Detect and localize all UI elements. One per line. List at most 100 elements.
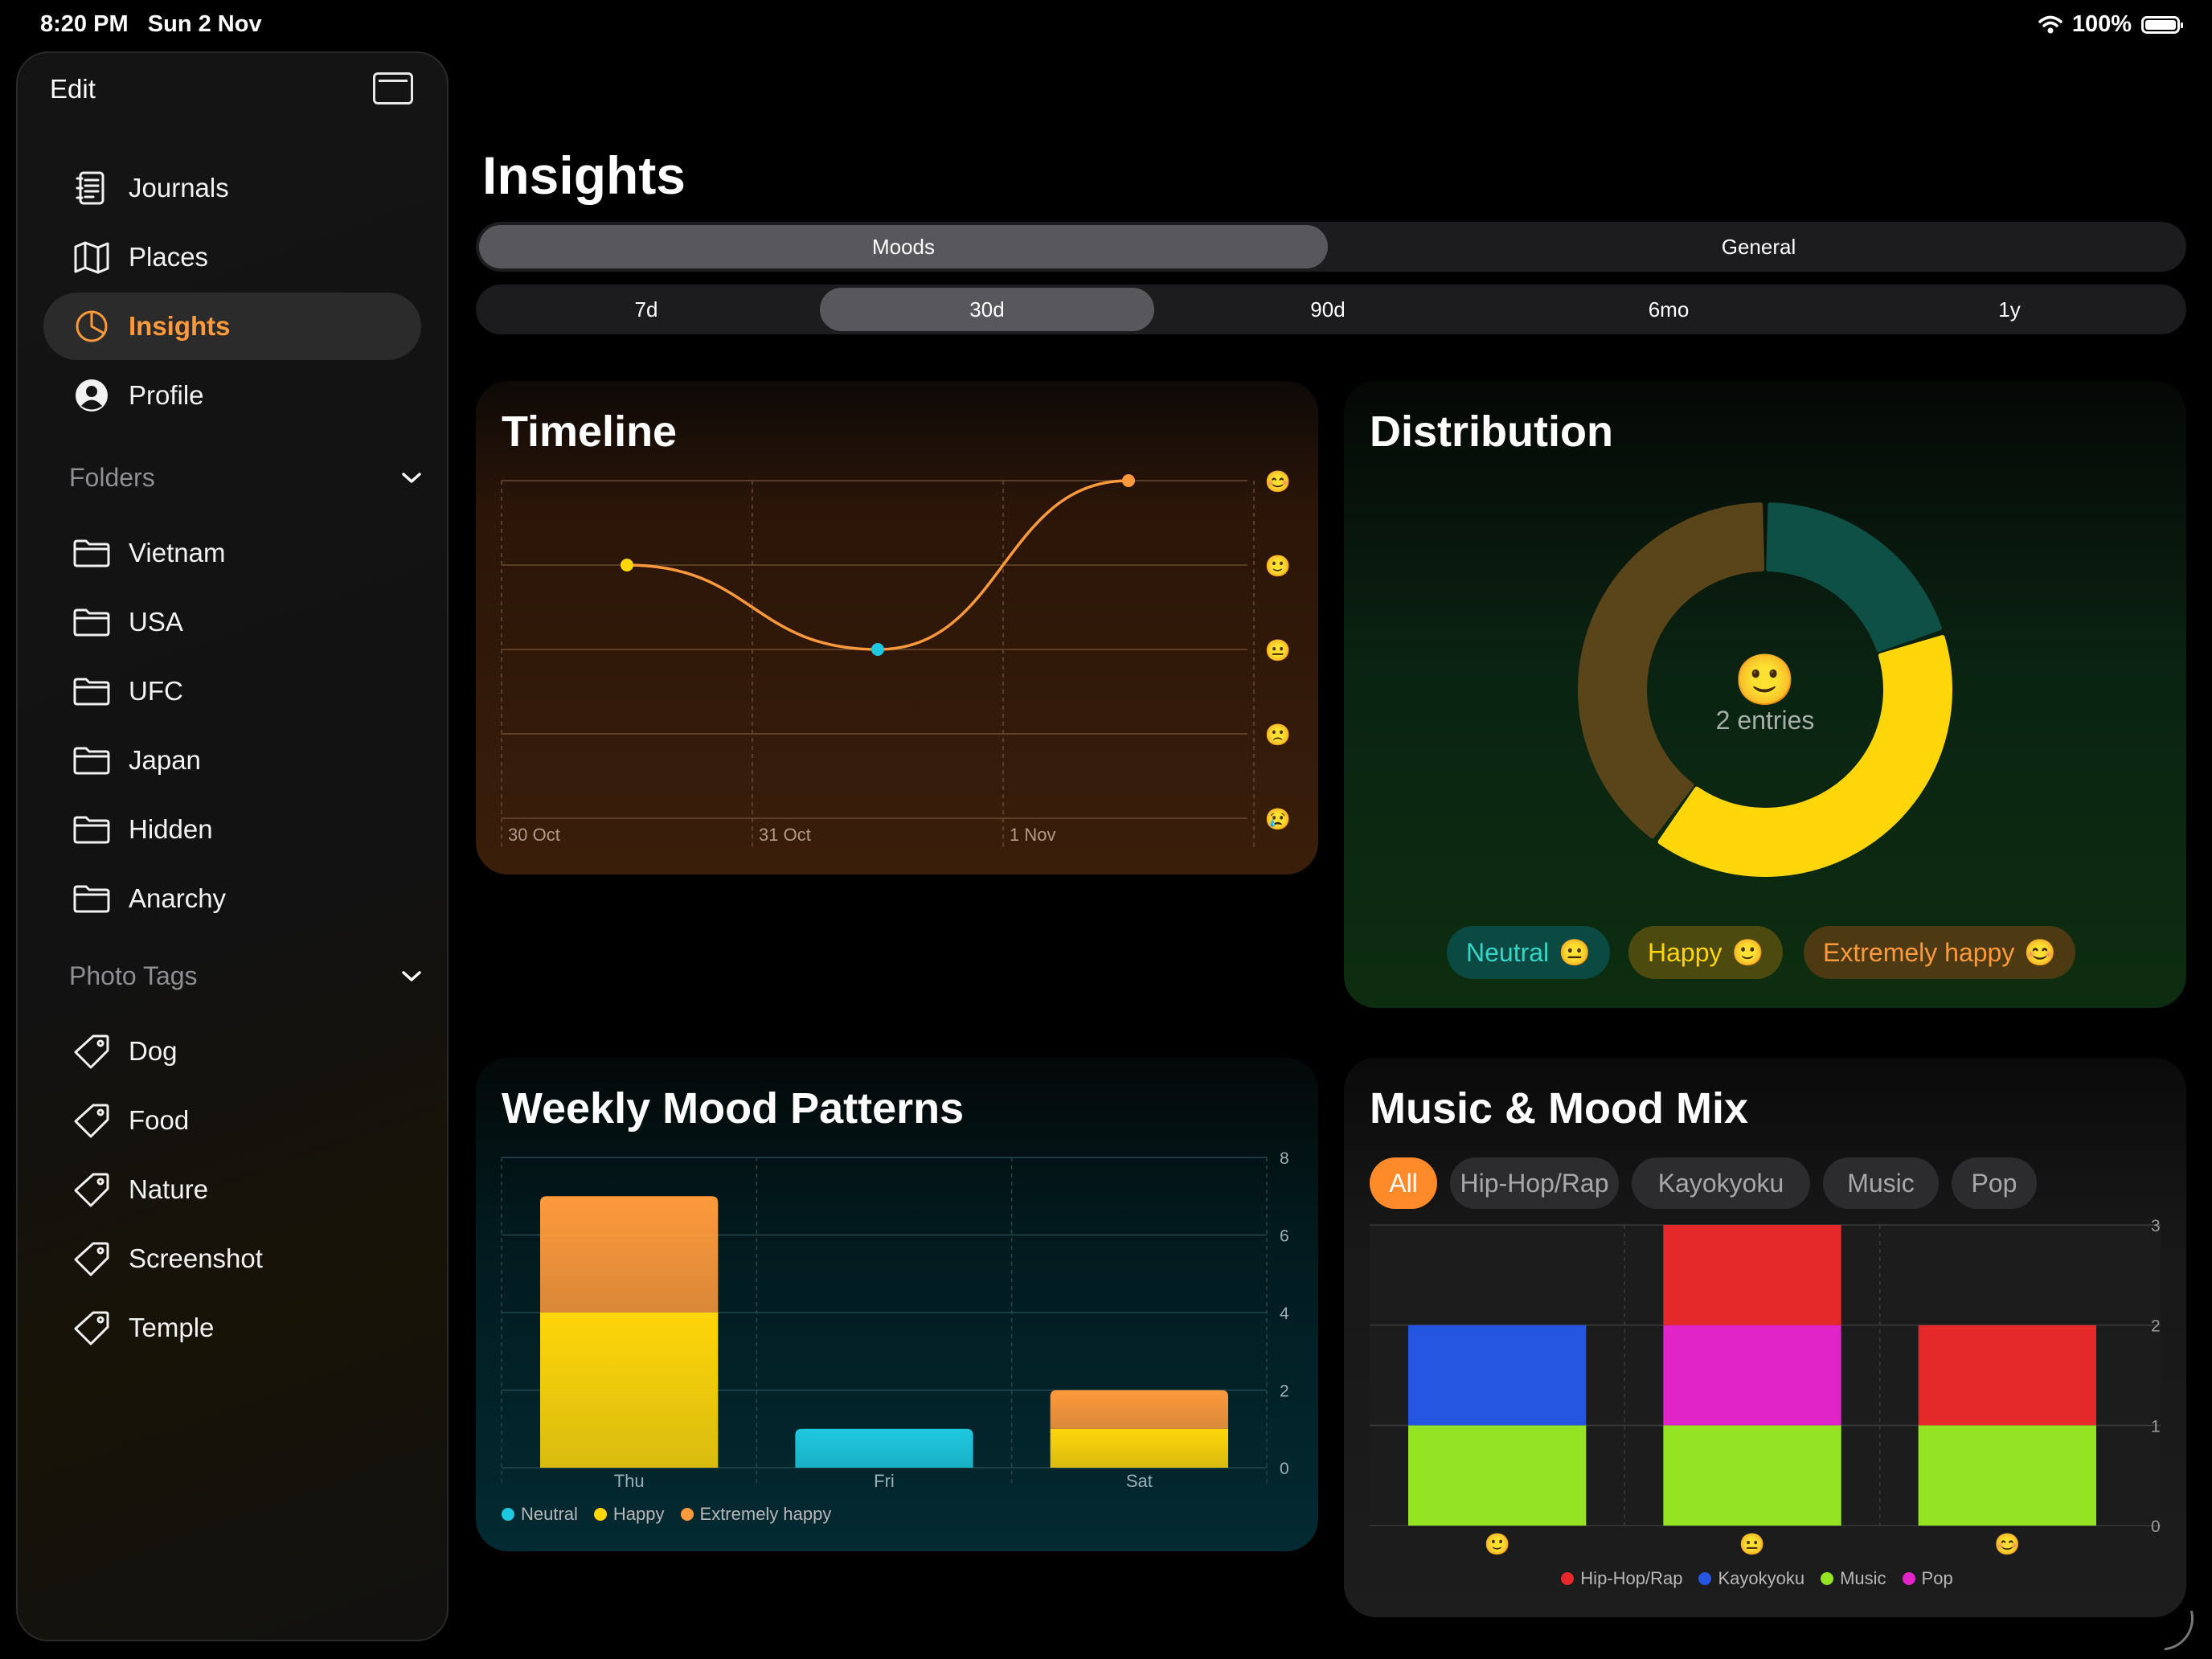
- donut-slice-extremely-happy[interactable]: [1578, 502, 1765, 839]
- x-tick-label: Thu: [614, 1471, 645, 1491]
- folder-item-label: Hidden: [129, 814, 213, 844]
- x-tick-label: 1 Nov: [1010, 825, 1055, 845]
- folder-item-anarchy[interactable]: Anarchy: [43, 865, 421, 932]
- filter-chip-all[interactable]: All: [1370, 1157, 1437, 1209]
- tag-item-screenshot[interactable]: Screenshot: [43, 1225, 421, 1292]
- filter-chip-hip-hop-rap[interactable]: Hip-Hop/Rap: [1450, 1157, 1619, 1209]
- bar-segment-pop[interactable]: [1663, 1325, 1841, 1426]
- timeline-point[interactable]: [621, 559, 633, 571]
- distribution-donut-chart: [1578, 502, 1952, 877]
- folder-item-vietnam[interactable]: Vietnam: [43, 519, 421, 587]
- legend-dot: [1902, 1572, 1915, 1585]
- x-tick-label: 30 Oct: [508, 825, 560, 845]
- bar-segment-music[interactable]: [1408, 1425, 1587, 1526]
- folder-item-label: Anarchy: [129, 883, 227, 913]
- folder-item-ufc[interactable]: UFC: [43, 657, 421, 725]
- bar-segment-hip-hop-rap[interactable]: [1663, 1225, 1841, 1325]
- sidebar-item-places[interactable]: Places: [43, 223, 421, 291]
- bar-sat-extremely-happy[interactable]: [1050, 1390, 1228, 1429]
- folder-item-japan[interactable]: Japan: [43, 727, 421, 794]
- bar-fri-neutral[interactable]: [795, 1428, 973, 1468]
- battery-icon: [2141, 15, 2183, 34]
- page-title: Insights: [482, 145, 686, 205]
- y-tick-label: 3: [2151, 1217, 2161, 1235]
- bar-segment-hip-hop-rap[interactable]: [1918, 1325, 2096, 1426]
- legend-pill-emoji: 🙂: [1731, 938, 1764, 967]
- bar-thu-extremely-happy[interactable]: [540, 1196, 719, 1313]
- range-6mo[interactable]: 6mo: [1648, 297, 1690, 322]
- tag-item-temple[interactable]: Temple: [43, 1294, 421, 1362]
- legend-item: Happy: [593, 1504, 665, 1525]
- legend-item: Neutral: [502, 1504, 578, 1525]
- photo-tags-header[interactable]: Photo Tags: [69, 961, 423, 991]
- bar-segment-music[interactable]: [1918, 1425, 2096, 1526]
- timeline-point[interactable]: [871, 643, 884, 656]
- bar-sat-happy[interactable]: [1050, 1428, 1228, 1468]
- bar-segment-kayokyoku[interactable]: [1408, 1325, 1587, 1426]
- y-level-icon: 🙁: [1265, 723, 1291, 747]
- y-level-icon: 😐: [1265, 638, 1291, 662]
- chevron-down-icon[interactable]: [400, 471, 423, 485]
- center-mood-icon: 🙂: [1734, 653, 1796, 708]
- tag-item-label: Screenshot: [129, 1243, 263, 1273]
- tag-item-dog[interactable]: Dog: [43, 1018, 421, 1085]
- tag-item-label: Food: [129, 1105, 190, 1135]
- map-icon: [72, 238, 111, 276]
- folder-item-label: Japan: [129, 745, 201, 775]
- sidebar-item-profile[interactable]: Profile: [43, 362, 421, 429]
- x-tick-label: Fri: [874, 1471, 895, 1491]
- range-1y[interactable]: 1y: [1998, 297, 2021, 322]
- filter-chip-music[interactable]: Music: [1823, 1157, 1939, 1209]
- sidebar: Edit Journals Places Insights Profile Folde…: [16, 51, 449, 1641]
- x-tick-label: 31 Oct: [759, 825, 811, 845]
- chevron-down-icon[interactable]: [400, 969, 423, 984]
- legend-pill-neutral[interactable]: Neutral 😐: [1447, 926, 1610, 979]
- tab-moods[interactable]: Moods: [479, 225, 1328, 268]
- legend-pill-extremely-happy[interactable]: Extremely happy 😊: [1804, 926, 2076, 979]
- range-30d[interactable]: 30d: [820, 288, 1154, 331]
- filter-chip-kayokyoku[interactable]: Kayokyoku: [1632, 1157, 1810, 1209]
- folder-item-label: Vietnam: [129, 538, 226, 567]
- legend-pill-emoji: 😊: [2024, 938, 2057, 967]
- donut-slice-neutral[interactable]: [1766, 502, 1942, 652]
- range-90d[interactable]: 90d: [1310, 297, 1346, 322]
- tag-icon: [72, 1032, 111, 1071]
- folder-icon: [72, 879, 111, 918]
- music-bar-chart: 0 1 2 3 🙂 😐 😊: [1370, 1217, 2161, 1556]
- folder-icon: [72, 741, 111, 780]
- bar-segment-music[interactable]: [1663, 1425, 1841, 1526]
- sidebar-item-journals[interactable]: Journals: [43, 154, 421, 222]
- y-level-icon: 😢: [1265, 807, 1291, 831]
- status-indicators: 100%: [2038, 11, 2183, 38]
- legend-label: Hip-Hop/Rap: [1580, 1568, 1683, 1588]
- weekly-bar-chart: 0 2 4 6 8 Thu Fri Sat: [501, 1149, 1289, 1491]
- y-level-icon: 😊: [1265, 469, 1291, 494]
- distribution-card: Distribution 🙂 2 entries Neutral 😐 Happy 🙂 E…: [1344, 381, 2186, 1008]
- resize-handle[interactable]: [2158, 1610, 2199, 1651]
- x-tick-label: Sat: [1126, 1471, 1153, 1491]
- tag-item-food[interactable]: Food: [43, 1087, 421, 1154]
- range-7d[interactable]: 7d: [634, 297, 658, 322]
- sidebar-item-label: Profile: [129, 380, 204, 410]
- legend-pill-happy[interactable]: Happy 🙂: [1628, 926, 1784, 979]
- sidebar-item-insights[interactable]: Insights: [43, 293, 421, 360]
- folder-item-label: USA: [129, 607, 183, 637]
- tab-general[interactable]: General: [1721, 234, 1796, 259]
- timeline-point[interactable]: [1122, 474, 1135, 487]
- sidebar-item-label: Places: [129, 242, 209, 272]
- sidebar-toggle-icon[interactable]: [373, 72, 413, 104]
- filter-chip-pop[interactable]: Pop: [1952, 1157, 2037, 1209]
- folder-item-usa[interactable]: USA: [43, 588, 421, 656]
- folder-item-hidden[interactable]: Hidden: [43, 796, 421, 863]
- tag-item-nature[interactable]: Nature: [43, 1156, 421, 1223]
- wifi-icon: [2038, 15, 2062, 33]
- donut-slice-happy[interactable]: [1657, 635, 1952, 877]
- edit-button[interactable]: Edit: [50, 74, 96, 104]
- weekly-title: Weekly Mood Patterns: [502, 1084, 965, 1133]
- journal-icon: [72, 169, 111, 207]
- legend-label: Happy: [612, 1504, 665, 1524]
- legend-dot: [680, 1508, 694, 1521]
- y-tick-label: 2: [2151, 1317, 2161, 1336]
- bar-thu-happy[interactable]: [540, 1313, 719, 1468]
- folders-header[interactable]: Folders: [69, 463, 423, 493]
